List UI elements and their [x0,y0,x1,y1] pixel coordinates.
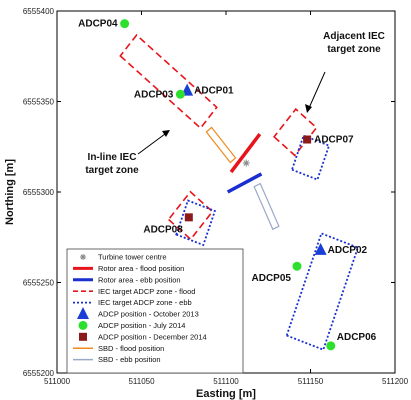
x-tick-label-3: 511150 [298,377,324,386]
legend-label-adcp-dec2014: ADCP position - December 2014 [98,332,207,341]
point-adcp06 [326,341,336,351]
point-label-adcp04: ADCP04 [78,19,118,30]
point-label-adcp05: ADCP05 [252,273,292,284]
annotation-inline-line1: In-line IEC [88,152,137,163]
annotation-inline-arrowhead [162,130,170,137]
iec-flood-zone-1 [273,107,318,157]
point-label-adcp01: ADCP01 [194,86,234,97]
turbine-marker [242,159,250,167]
legend-symbol-turbine [80,254,86,260]
legend-item-turbine: Turbine tower centre [80,253,167,262]
legend-item-rotor-flood: Rotor area - flood position [73,264,184,273]
legend-label-sbd-ebb: SBD - ebb position [98,355,161,364]
annotation-inline-line2: target zone [85,165,139,176]
point-adcp03 [175,89,185,99]
point-adcp07 [303,135,312,144]
y-tick-label-2: 6555300 [23,188,55,197]
x-tick-label-2: 511100 [213,377,239,386]
legend-label-turbine: Turbine tower centre [98,253,167,262]
point-adcp08 [184,213,193,222]
legend-item-adcp-dec2014: ADCP position - December 2014 [79,332,207,341]
sbd-flood-shape [205,126,237,164]
iec-flood-zone-0 [119,33,218,130]
legend-item-sbd-ebb: SBD - ebb position [73,355,161,364]
legend-symbol-adcp-oct2013 [77,307,89,319]
legend-label-sbd-flood: SBD - flood position [98,344,164,353]
sbd-ebb-shape [253,182,280,231]
rotor-flood-line [229,133,262,174]
legend: Turbine tower centre Rotor area - flood p… [66,248,244,374]
x-tick-label-1: 511050 [128,377,155,386]
legend-label-iec-ebb: IEC target ADCP zone - ebb [98,298,192,307]
annotation-inline-arrow [137,133,166,155]
legend-item-adcp-jul2014: ADCP position - July 2014 [78,320,185,330]
legend-symbol-adcp-dec2014 [79,332,87,341]
legend-item-sbd-flood: SBD - flood position [73,344,164,353]
y-tick-label-3: 6555350 [23,98,55,107]
y-tick-label-1: 6555250 [23,279,55,288]
y-tick-label-0: 6555200 [23,369,55,378]
legend-item-iec-flood: IEC target ADCP zone - flood [73,287,195,296]
y-axis-label: Northing [m] [4,159,16,225]
annotation-adjacent-arrowhead [305,104,312,113]
annotation-adjacent-line2: target zone [327,44,381,55]
legend-label-adcp-jul2014: ADCP position - July 2014 [98,321,185,330]
legend-item-rotor-ebb: Rotor area - ebb position [73,275,181,284]
legend-box [66,248,244,374]
point-label-adcp08: ADCP08 [143,224,183,235]
legend-label-rotor-ebb: Rotor area - ebb position [98,275,181,284]
rotor-ebb-line [226,172,263,194]
annotation-adjacent-arrow [308,71,326,109]
point-adcp04 [120,19,130,29]
point-label-adcp02: ADCP02 [328,245,368,256]
x-tick-label-0: 511000 [44,377,71,386]
legend-symbol-adcp-jul2014 [78,320,88,330]
point-adcp02 [314,242,327,255]
point-label-adcp07: ADCP07 [314,135,354,146]
iec-ebb-zone-1 [175,199,217,247]
x-axis-label: Easting [m] [196,388,256,400]
legend-label-adcp-oct2013: ADCP position - October 2013 [98,310,199,319]
point-adcp05 [292,261,302,271]
legend-item-iec-ebb: IEC target ADCP zone - ebb [73,298,192,307]
legend-item-adcp-oct2013: ADCP position - October 2013 [77,307,199,319]
point-label-adcp06: ADCP06 [337,332,377,343]
y-tick-label-4: 6555400 [23,7,55,16]
point-label-adcp03: ADCP03 [134,89,174,100]
legend-label-rotor-flood: Rotor area - flood position [98,264,184,273]
annotation-adjacent-line1: Adjacent IEC [323,31,385,42]
legend-label-iec-flood: IEC target ADCP zone - flood [98,287,195,296]
x-tick-label-4: 511200 [382,377,409,386]
